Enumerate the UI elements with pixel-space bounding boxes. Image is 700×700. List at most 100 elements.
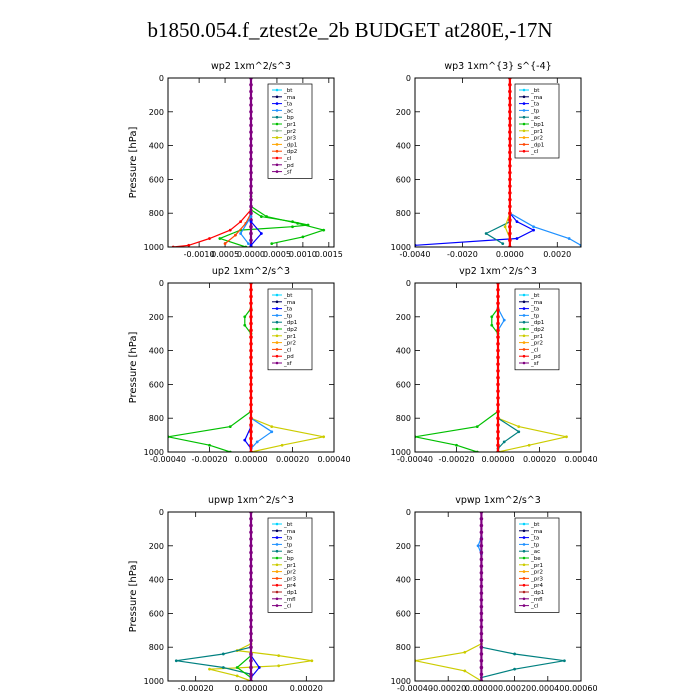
- legend-marker: [522, 543, 526, 546]
- y-axis-label: Pressure [hPa]: [128, 127, 139, 199]
- legend-marker: [275, 143, 279, 146]
- y-tick-label: 0: [406, 279, 411, 288]
- profile-marker: [496, 369, 500, 373]
- x-tick-label: 0.00040: [317, 455, 350, 464]
- legend-label: _mfl: [283, 597, 296, 603]
- legend-label: _pr3: [283, 576, 297, 582]
- legend-marker: [522, 136, 526, 139]
- profile-marker: [502, 318, 506, 322]
- profile-marker: [249, 197, 253, 202]
- profile-marker: [479, 672, 484, 677]
- y-tick-label: 400: [149, 347, 164, 356]
- legend-marker: [522, 102, 526, 105]
- legend: _bt_ma_ta_tp_dp1_dp2_pr1_pr2_cl_pd_sf: [267, 288, 313, 371]
- profile-marker: [496, 409, 500, 414]
- y-tick-label: 600: [149, 609, 164, 618]
- profile-marker: [270, 242, 274, 246]
- profile-marker: [235, 666, 239, 669]
- profile-marker: [515, 220, 519, 224]
- profile-line: [481, 646, 565, 679]
- profile-marker: [249, 184, 253, 188]
- legend-label: _bp: [283, 556, 294, 562]
- y-tick-label: 200: [149, 313, 164, 322]
- profile-marker: [249, 116, 253, 121]
- x-tick-label: 0.00020: [290, 684, 323, 693]
- profile-marker: [259, 215, 263, 218]
- plot-frame: [167, 282, 335, 453]
- profile-marker: [496, 315, 500, 319]
- legend-label: _bt: [530, 293, 540, 299]
- legend-marker: [522, 88, 526, 92]
- profile-marker: [496, 396, 500, 400]
- legend-label: _sf: [283, 361, 293, 367]
- legend-label: _ta: [283, 102, 292, 108]
- profile-line: [415, 283, 499, 452]
- profile-marker: [249, 598, 253, 602]
- profile-marker: [508, 123, 512, 128]
- profile-marker: [508, 177, 512, 182]
- profile-marker: [208, 237, 211, 240]
- y-tick-label: 800: [149, 414, 164, 423]
- profile-marker: [301, 235, 305, 239]
- profile-marker: [249, 362, 253, 366]
- profile-marker: [502, 440, 506, 444]
- profile-marker: [265, 215, 268, 218]
- legend-label: _bt: [283, 88, 293, 94]
- profile-marker: [508, 184, 512, 188]
- profile-marker: [479, 577, 484, 582]
- profile-marker: [508, 204, 512, 209]
- profile-marker: [249, 443, 253, 448]
- y-tick-label: 600: [396, 380, 411, 389]
- legend-label: _pr1: [283, 334, 296, 340]
- legend-marker: [275, 163, 279, 167]
- legend-label: _bp: [283, 115, 294, 121]
- profile-marker: [249, 530, 253, 535]
- profile-marker: [221, 652, 225, 656]
- profile-marker: [479, 557, 484, 562]
- legend-label: _ac: [530, 115, 540, 121]
- legend-marker: [275, 156, 279, 160]
- legend-label: _dp1: [530, 142, 544, 148]
- profile-marker: [496, 335, 500, 339]
- profile-marker: [475, 425, 479, 429]
- legend-marker: [275, 563, 279, 567]
- legend-label: _bp1: [530, 122, 544, 128]
- profile-marker: [249, 130, 253, 134]
- profile-marker: [243, 438, 247, 442]
- y-tick-label: 1000: [144, 677, 164, 686]
- y-tick-label: 600: [396, 609, 411, 618]
- profile-marker: [496, 423, 500, 427]
- legend-marker: [522, 361, 526, 365]
- profile-marker: [496, 348, 500, 353]
- x-tick-label: 0.00060: [564, 684, 597, 693]
- legend-marker: [275, 348, 279, 351]
- legend-label: _bt: [283, 522, 293, 528]
- panel-title: wp2 1xm^2/s^3: [211, 61, 291, 72]
- profile-marker: [249, 564, 253, 568]
- profile-marker: [296, 221, 300, 225]
- profile-marker: [221, 666, 225, 669]
- legend-marker: [522, 604, 526, 607]
- profile-marker: [565, 435, 568, 439]
- y-tick-label: 200: [396, 542, 411, 551]
- legend-marker: [275, 149, 279, 153]
- x-tick-label: 0.00040: [531, 684, 564, 693]
- legend-label: _pr1: [530, 129, 543, 135]
- profile-marker: [508, 191, 512, 195]
- profile-marker: [235, 674, 239, 678]
- legend-marker: [275, 570, 279, 573]
- legend-marker: [522, 563, 526, 567]
- profile-marker: [515, 237, 519, 240]
- y-tick-label: 1000: [144, 243, 164, 252]
- profile-marker: [249, 645, 253, 649]
- y-tick-label: 0: [406, 74, 411, 83]
- profile-marker: [249, 157, 253, 161]
- x-tick-label: -0.0020: [447, 250, 478, 259]
- y-tick-label: 600: [149, 175, 164, 184]
- profile-marker: [310, 659, 314, 663]
- legend-label: _ta: [530, 307, 539, 313]
- profile-marker: [479, 564, 484, 568]
- legend-label: _pr4: [283, 583, 297, 589]
- x-tick-label: 0.0010: [289, 250, 317, 259]
- y-tick-label: 1000: [144, 448, 164, 457]
